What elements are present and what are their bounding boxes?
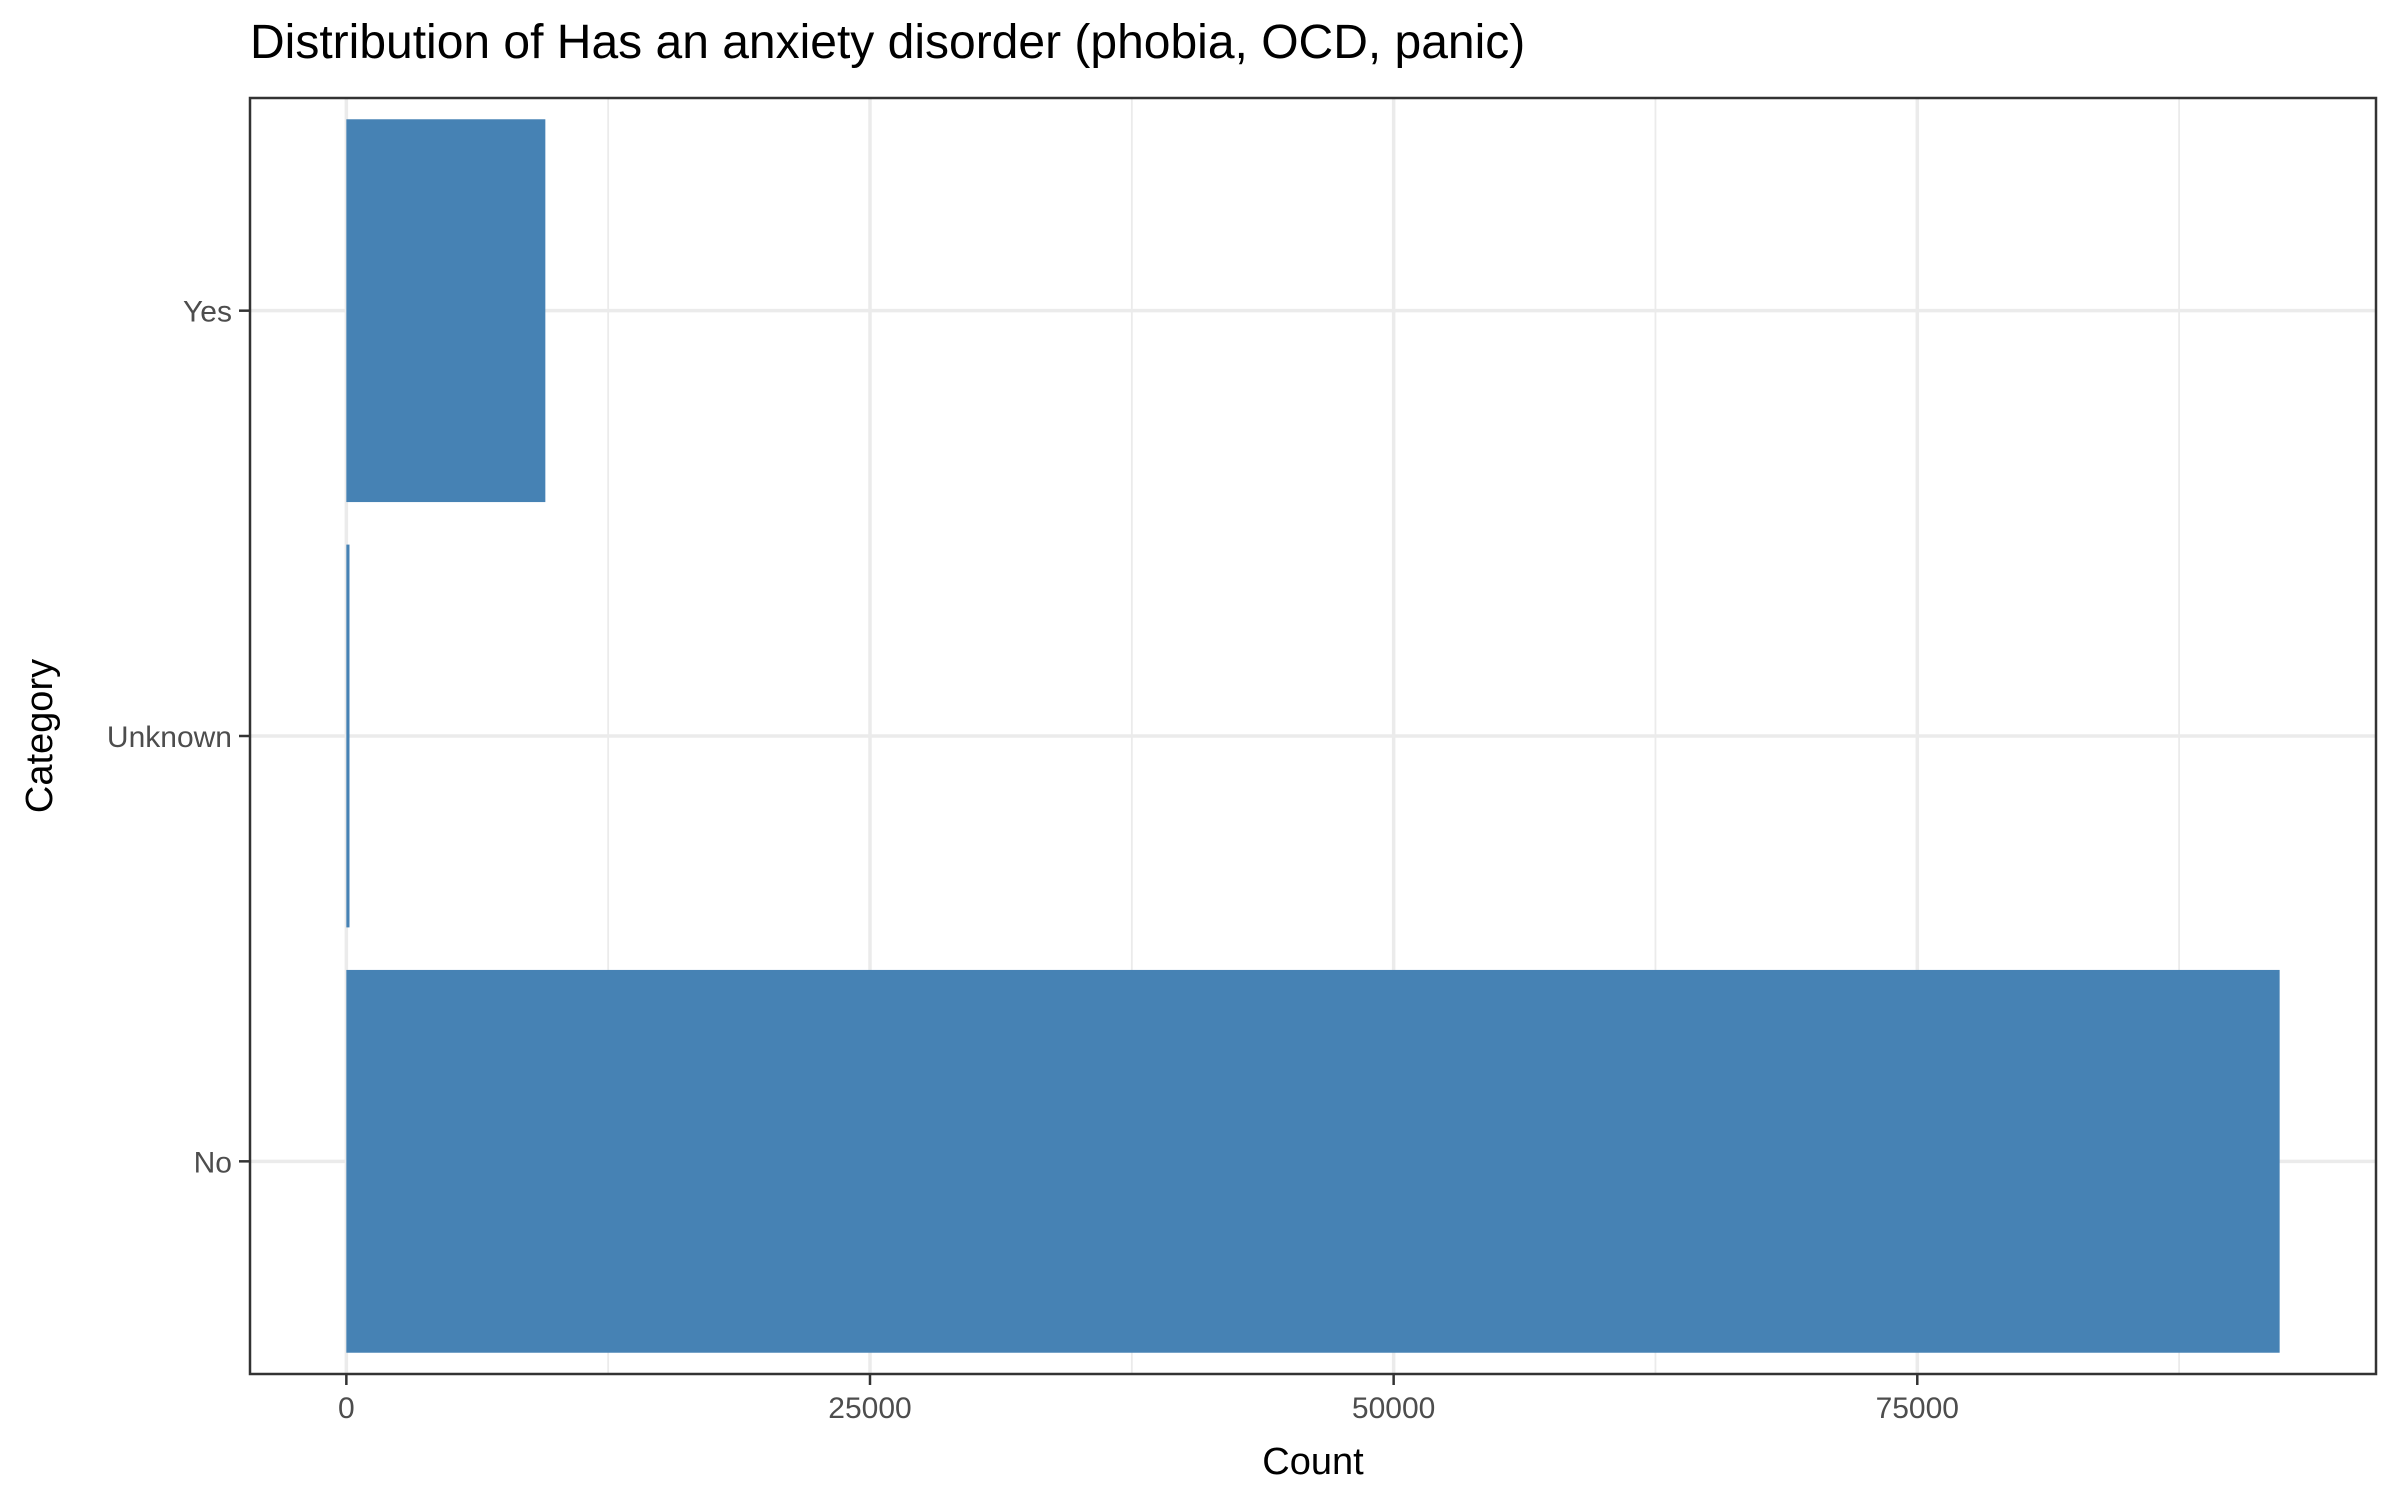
x-tick-label: 50000 — [1352, 1392, 1435, 1425]
bar-no — [346, 969, 2280, 1353]
bar-yes — [346, 119, 546, 503]
y-axis-title: Category — [19, 659, 61, 813]
y-tick-label-unknown: Unknown — [107, 721, 232, 754]
chart-title: Distribution of Has an anxiety disorder … — [250, 16, 1525, 69]
y-tick-label-no: No — [194, 1146, 232, 1179]
x-axis-title: Count — [1262, 1441, 1364, 1483]
bar-unknown — [346, 544, 350, 928]
bars — [346, 119, 2280, 1353]
axis-ticks: 0 25000 50000 75000 No Unknown Yes — [107, 296, 1959, 1425]
x-tick-label: 0 — [338, 1392, 355, 1425]
x-tick-label: 75000 — [1876, 1392, 1959, 1425]
x-tick-label: 25000 — [828, 1392, 911, 1425]
y-tick-label-yes: Yes — [183, 296, 232, 329]
